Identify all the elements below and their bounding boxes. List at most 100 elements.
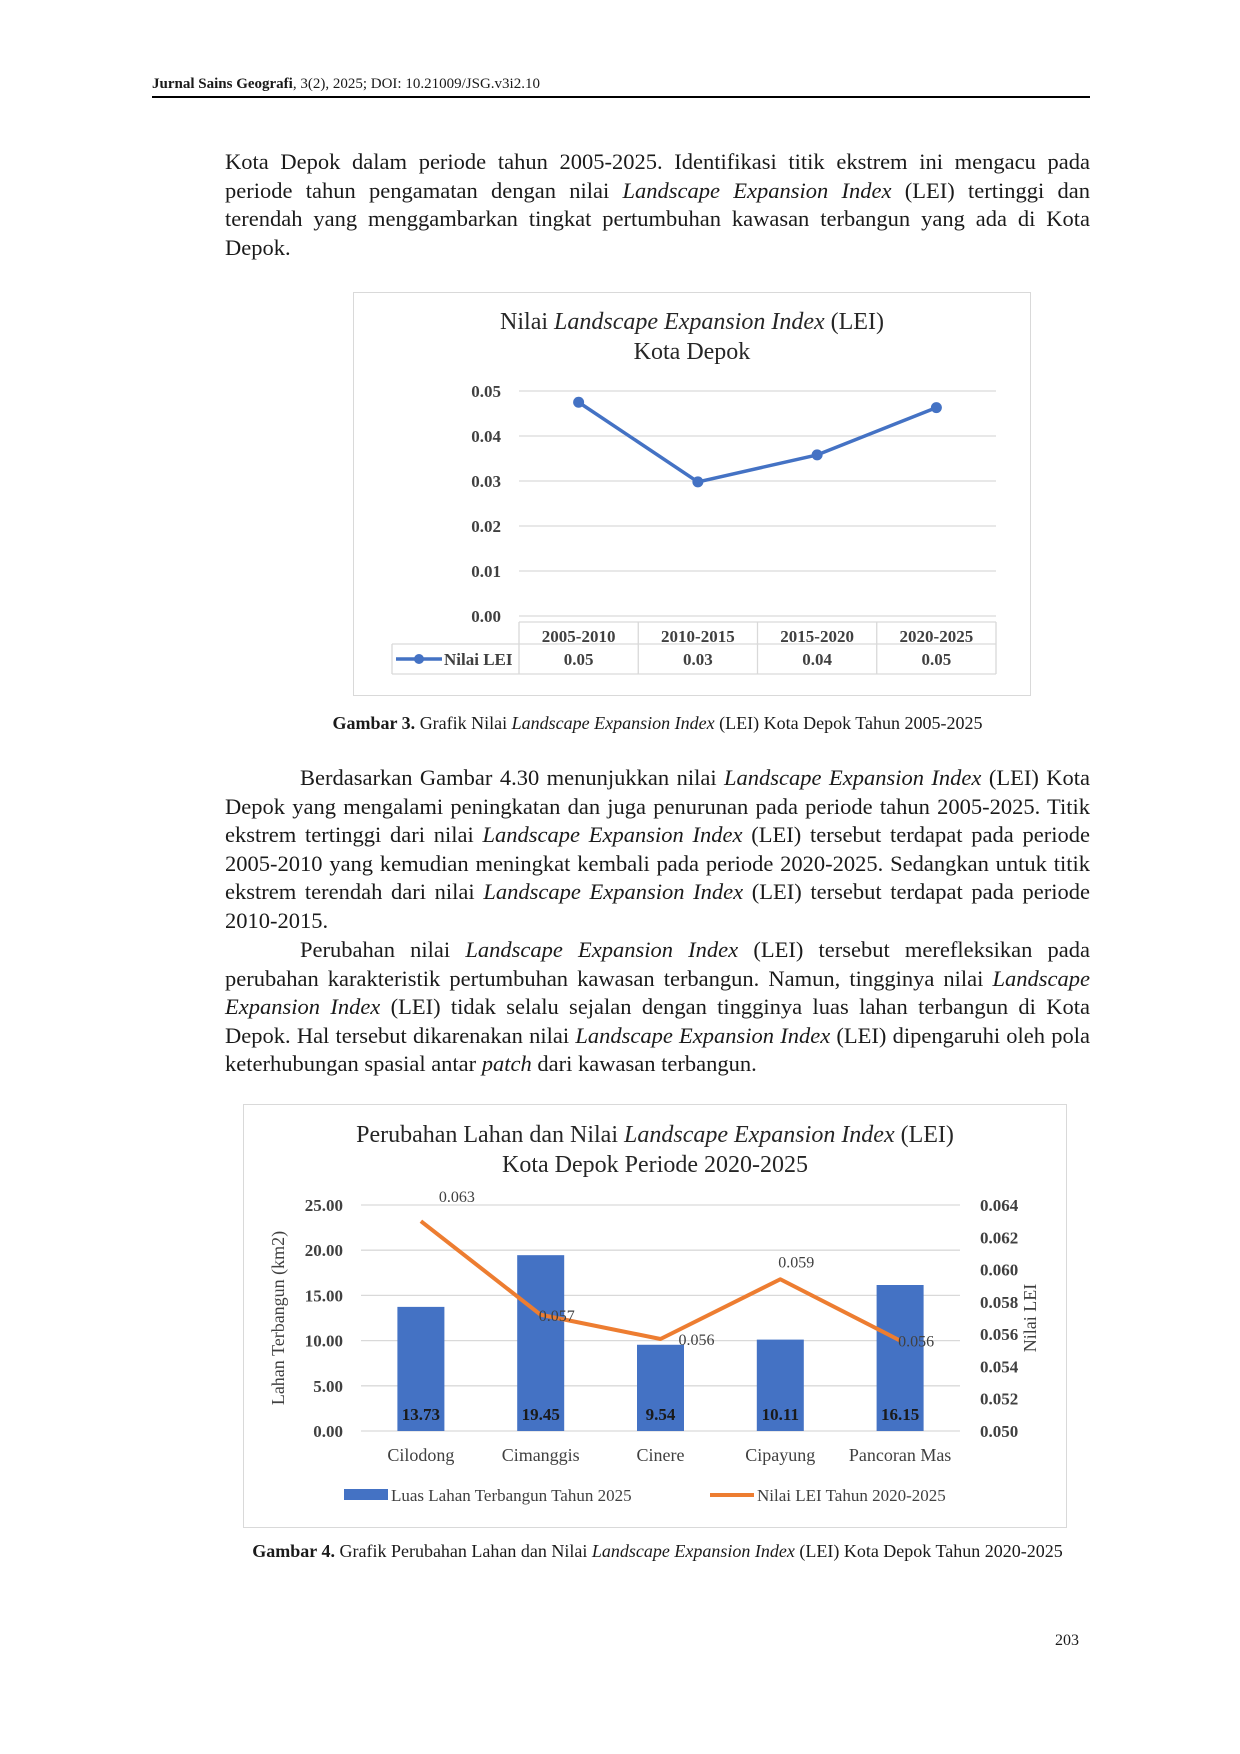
- line-data-label: 0.057: [539, 1308, 575, 1325]
- italic-term: Landscape Expansion Index: [482, 822, 743, 848]
- italic-term: Landscape Expansion Index: [465, 937, 739, 962]
- y2-tick-label: 0.058: [980, 1293, 1018, 1312]
- y-tick-label: 0.04: [471, 427, 501, 446]
- data-point: [573, 396, 585, 408]
- text-run: (LEI) tersebut merefleksikan pada peruba…: [225, 937, 1090, 991]
- line-data-label: 0.056: [679, 1332, 715, 1349]
- italic-term: Landscape Expansion Index: [225, 965, 1090, 1020]
- figure-3-caption-label: Gambar 3.: [332, 713, 416, 733]
- line-data-label: 0.059: [778, 1254, 814, 1271]
- y-tick-label: 20.00: [305, 1241, 343, 1260]
- y-tick-label: 10.00: [305, 1332, 343, 1351]
- chart-title-part: (LEI): [895, 1122, 954, 1148]
- bar-cipayung: [756, 1339, 804, 1431]
- figure-3-caption-text: Grafik Nilai Landscape Expansion Index (…: [415, 713, 983, 733]
- text-run: (LEI) tersebut terdapat pada periode 200…: [225, 822, 1090, 905]
- y2-tick-label: 0.062: [980, 1228, 1018, 1247]
- y2-axis-title: Nilai LEI: [1020, 1284, 1040, 1352]
- italic-term: Landscape Expansion Index: [511, 713, 715, 733]
- figure-4-caption: Gambar 4. Grafik Perubahan Lahan dan Nil…: [225, 1540, 1090, 1562]
- bar-pancoran-mas: [876, 1285, 924, 1431]
- table-value: 0.05: [922, 650, 952, 669]
- y2-tick-label: 0.054: [980, 1357, 1019, 1376]
- text-run: Grafik Perubahan Lahan dan Nilai: [334, 1541, 592, 1561]
- data-point: [930, 402, 942, 414]
- bar-cilodong: [397, 1306, 445, 1431]
- legend-swatch-bar: [344, 1489, 388, 1500]
- x-category-label: Cipayung: [745, 1445, 815, 1465]
- chart-title-part: Landscape Expansion Index: [553, 309, 825, 335]
- table-value: 0.04: [802, 650, 832, 669]
- figure-4-caption-text: Grafik Perubahan Lahan dan Nilai Landsca…: [334, 1541, 1063, 1561]
- table-value: 0.05: [564, 650, 594, 669]
- chart-title-part: (LEI): [825, 309, 884, 335]
- data-point: [692, 476, 704, 488]
- y2-tick-label: 0.050: [980, 1422, 1018, 1441]
- journal-citation: , 3(2), 2025; DOI: 10.21009/JSG.v3i2.10: [292, 76, 540, 92]
- y-tick-label: 0.00: [471, 607, 501, 626]
- paragraph-1: Kota Depok dalam periode tahun 2005-2025…: [225, 148, 1090, 262]
- bar-data-label: 9.54: [646, 1405, 676, 1424]
- y2-tick-label: 0.056: [980, 1325, 1018, 1344]
- chart-subtitle: Kota Depok: [634, 339, 751, 365]
- figure-3-frame: Nilai Landscape Expansion Index (LEI) Kot…: [353, 292, 1031, 696]
- legend-label: Nilai LEI: [444, 650, 513, 669]
- text-run: (LEI) tidak selalu sejalan dengan tinggi…: [225, 994, 1090, 1048]
- figure-3-caption: Gambar 3. Grafik Nilai Landscape Expansi…: [225, 712, 1090, 734]
- y-tick-label: 5.00: [313, 1377, 343, 1396]
- series-line-nilai-lei: [419, 1219, 902, 1343]
- bar-data-label: 19.45: [522, 1405, 560, 1424]
- page-number: 203: [1055, 1632, 1079, 1649]
- series-line-nilai-lei: [577, 400, 938, 484]
- bar-data-label: 10.11: [762, 1405, 799, 1424]
- x-category-label: Cinere: [637, 1445, 685, 1465]
- bar-cinere: [637, 1344, 684, 1431]
- chart-subtitle: Kota Depok Periode 2020-2025: [502, 1152, 808, 1178]
- italic-term: patch: [481, 1051, 532, 1077]
- text-run: Perubahan nilai: [300, 937, 466, 962]
- chart-title-part: Perubahan Lahan dan Nilai: [356, 1122, 624, 1148]
- text-run: (LEI) tersebut terdapat pada periode 201…: [225, 879, 1090, 933]
- italic-term: Landscape Expansion Index: [483, 879, 744, 905]
- y2-tick-label: 0.060: [980, 1261, 1018, 1280]
- lei-line-chart: Nilai Landscape Expansion Index (LEI) Kot…: [391, 309, 997, 675]
- text-run: (LEI) tertinggi dan terendah yang mengga…: [225, 177, 1090, 260]
- land-lei-combo-chart: Perubahan Lahan dan Nilai Landscape Expa…: [268, 1122, 1040, 1505]
- bar-cimanggis: [517, 1255, 565, 1431]
- paragraph-2: Berdasarkan Gambar 4.30 menunjukkan nila…: [225, 764, 1090, 936]
- text-run: Berdasarkan Gambar 4.30 menunjukkan nila…: [300, 765, 725, 790]
- x-category-label: Cilodong: [387, 1445, 454, 1465]
- text-run: (LEI) Kota Depok yang mengalami peningka…: [225, 765, 1090, 848]
- x-category-label: Pancoran Mas: [849, 1445, 951, 1465]
- italic-term: Landscape Expansion Index: [575, 1022, 831, 1048]
- bar-data-label: 13.73: [402, 1405, 440, 1424]
- y-tick-label: 0.05: [471, 382, 501, 401]
- x-category-label: 2005-2010: [542, 627, 616, 646]
- y-tick-label: 15.00: [305, 1286, 343, 1305]
- paragraph-3: Perubahan nilai Landscape Expansion Inde…: [225, 936, 1090, 1079]
- running-header: Jurnal Sains Geografi, 3(2), 2025; DOI: …: [152, 76, 1090, 98]
- y2-tick-label: 0.064: [980, 1196, 1019, 1215]
- y-tick-label: 0.00: [313, 1422, 343, 1441]
- table-value: 0.03: [683, 650, 713, 669]
- legend-marker: [414, 654, 424, 664]
- chart-title-part: Landscape Expansion Index: [623, 1122, 895, 1148]
- text-run: (LEI) Kota Depok Tahun 2020-2025: [794, 1541, 1063, 1561]
- y-tick-label: 0.02: [471, 517, 501, 536]
- italic-term: Landscape Expansion Index: [591, 1541, 795, 1561]
- figure-4-caption-label: Gambar 4.: [252, 1541, 335, 1561]
- x-category-label: 2010-2015: [661, 627, 735, 646]
- italic-term: Landscape Expansion Index: [724, 765, 982, 790]
- text-run: dari kawasan terbangun.: [531, 1051, 757, 1077]
- legend-label: Nilai LEI Tahun 2020-2025: [757, 1486, 946, 1505]
- text-run: (LEI) Kota Depok Tahun 2005-2025: [714, 713, 983, 733]
- y-tick-label: 0.01: [471, 562, 501, 581]
- chart-title: Nilai Landscape Expansion Index (LEI): [500, 309, 884, 335]
- x-category-label: 2015-2020: [780, 627, 854, 646]
- chart-title-part: Nilai: [500, 309, 554, 335]
- italic-term: Landscape Expansion Index: [622, 177, 892, 203]
- data-point: [811, 449, 823, 461]
- text-run: Kota Depok dalam periode tahun 2005-2025…: [225, 149, 1090, 203]
- text-run: (LEI) dipengaruhi oleh pola keterhubunga…: [225, 1022, 1090, 1077]
- bar-data-label: 16.15: [881, 1405, 919, 1424]
